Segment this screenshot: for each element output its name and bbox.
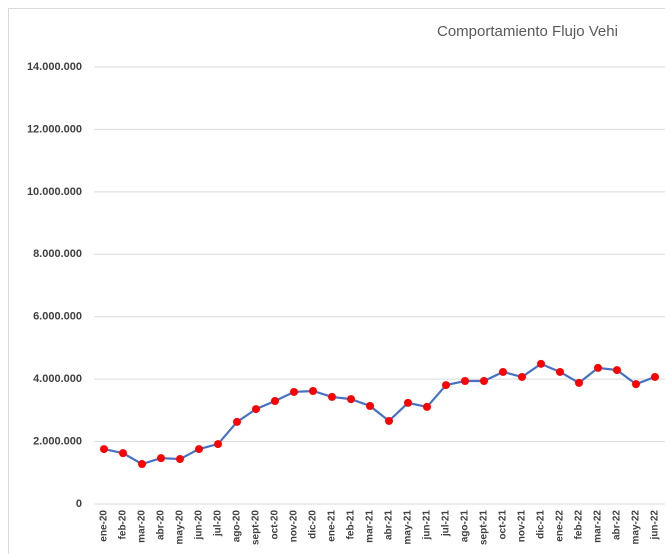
x-tick-label: dic-21 xyxy=(536,510,547,539)
y-tick-label: 14.000.000 xyxy=(27,61,82,73)
x-tick-label: sept-20 xyxy=(251,510,262,545)
x-tick-label: may-21 xyxy=(403,510,414,545)
point xyxy=(233,417,241,426)
x-tick-label: nov-21 xyxy=(517,510,528,543)
y-tick-label: 4.000.000 xyxy=(33,373,82,385)
point xyxy=(480,377,488,386)
x-tick-label: sept-21 xyxy=(479,510,490,545)
point xyxy=(176,455,184,464)
x-tick-label: feb-21 xyxy=(346,510,357,540)
x-tick-label: abr-21 xyxy=(384,510,395,540)
x-tick-label: ago-21 xyxy=(460,510,471,543)
point xyxy=(632,380,640,389)
x-tick-label: mar-22 xyxy=(593,510,604,543)
point xyxy=(461,377,469,386)
x-tick-label: feb-20 xyxy=(118,510,129,540)
y-tick-label: 12.000.000 xyxy=(27,123,82,135)
x-tick-label: feb-22 xyxy=(574,510,585,540)
y-tick-label: 2.000.000 xyxy=(33,435,82,447)
point xyxy=(290,387,298,396)
point xyxy=(499,367,507,376)
point xyxy=(138,460,146,469)
x-tick-label: may-22 xyxy=(631,510,642,545)
point xyxy=(613,366,621,375)
chart-title: Comportamiento Flujo Vehi xyxy=(437,23,618,40)
x-tick-label: jul-20 xyxy=(213,510,224,538)
point xyxy=(214,440,222,449)
y-tick-label: 10.000.000 xyxy=(27,186,82,198)
point xyxy=(651,372,659,381)
point xyxy=(404,398,412,407)
x-tick-label: nov-20 xyxy=(289,510,300,543)
x-tick-label: dic-20 xyxy=(308,510,319,539)
point xyxy=(309,387,317,396)
y-tick-label: 8.000.000 xyxy=(33,248,82,260)
point xyxy=(594,363,602,372)
point xyxy=(195,445,203,454)
x-tick-label: oct-20 xyxy=(270,510,281,540)
y-tick-label: 6.000.000 xyxy=(33,311,82,323)
y-tick-label: 0 xyxy=(76,498,82,510)
point xyxy=(252,405,260,414)
point xyxy=(423,402,431,411)
x-tick-label: ene-21 xyxy=(327,510,338,542)
x-tick-label: jun-21 xyxy=(422,510,433,541)
x-tick-label: abr-20 xyxy=(156,510,167,540)
chart-border xyxy=(8,8,665,554)
x-tick-label: ago-20 xyxy=(232,510,243,543)
x-tick-label: may-20 xyxy=(175,510,186,545)
x-tick-label: jun-22 xyxy=(650,510,661,541)
x-tick-label: jun-20 xyxy=(194,510,205,541)
point xyxy=(100,445,108,454)
point xyxy=(119,449,127,458)
x-tick-label: abr-22 xyxy=(612,510,623,540)
x-tick-label: mar-21 xyxy=(365,510,376,543)
point xyxy=(537,359,545,368)
point xyxy=(271,396,279,405)
point xyxy=(366,401,374,410)
point xyxy=(328,392,336,401)
x-tick-label: mar-20 xyxy=(137,510,148,543)
point xyxy=(157,454,165,463)
point xyxy=(575,378,583,387)
point xyxy=(347,395,355,404)
x-tick-label: oct-21 xyxy=(498,510,509,540)
point xyxy=(518,372,526,381)
x-tick-label: jul-21 xyxy=(441,510,452,538)
point xyxy=(385,416,393,425)
point xyxy=(556,367,564,376)
point xyxy=(442,381,450,390)
x-tick-label: ene-22 xyxy=(555,510,566,542)
x-tick-label: ene-20 xyxy=(99,510,110,542)
